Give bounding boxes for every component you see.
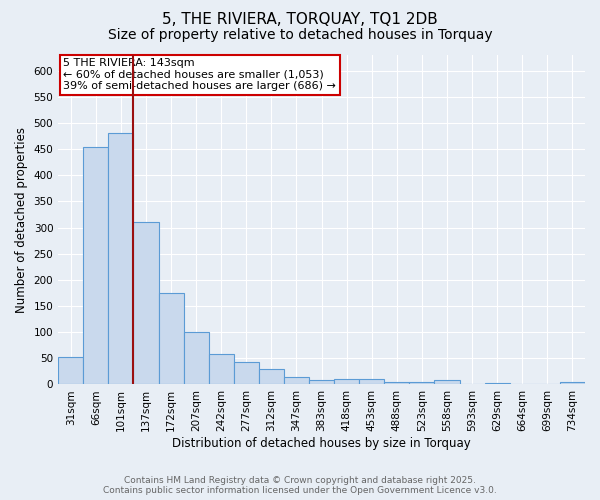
Bar bbox=[560, 382, 585, 384]
Y-axis label: Number of detached properties: Number of detached properties bbox=[15, 126, 28, 312]
Bar bbox=[409, 382, 434, 384]
Bar bbox=[58, 356, 83, 384]
Bar bbox=[133, 222, 158, 384]
Bar bbox=[434, 380, 460, 384]
Bar bbox=[385, 382, 409, 384]
Bar bbox=[109, 134, 133, 384]
Text: Contains HM Land Registry data © Crown copyright and database right 2025.
Contai: Contains HM Land Registry data © Crown c… bbox=[103, 476, 497, 495]
Bar bbox=[334, 379, 359, 384]
Bar bbox=[209, 354, 234, 384]
Bar bbox=[234, 362, 259, 384]
Text: 5 THE RIVIERA: 143sqm
← 60% of detached houses are smaller (1,053)
39% of semi-d: 5 THE RIVIERA: 143sqm ← 60% of detached … bbox=[64, 58, 337, 92]
Bar bbox=[83, 146, 109, 384]
Bar bbox=[359, 379, 385, 384]
X-axis label: Distribution of detached houses by size in Torquay: Distribution of detached houses by size … bbox=[172, 437, 471, 450]
Text: 5, THE RIVIERA, TORQUAY, TQ1 2DB: 5, THE RIVIERA, TORQUAY, TQ1 2DB bbox=[162, 12, 438, 28]
Bar bbox=[284, 376, 309, 384]
Bar bbox=[309, 380, 334, 384]
Text: Size of property relative to detached houses in Torquay: Size of property relative to detached ho… bbox=[107, 28, 493, 42]
Bar bbox=[259, 369, 284, 384]
Bar bbox=[184, 332, 209, 384]
Bar bbox=[158, 293, 184, 384]
